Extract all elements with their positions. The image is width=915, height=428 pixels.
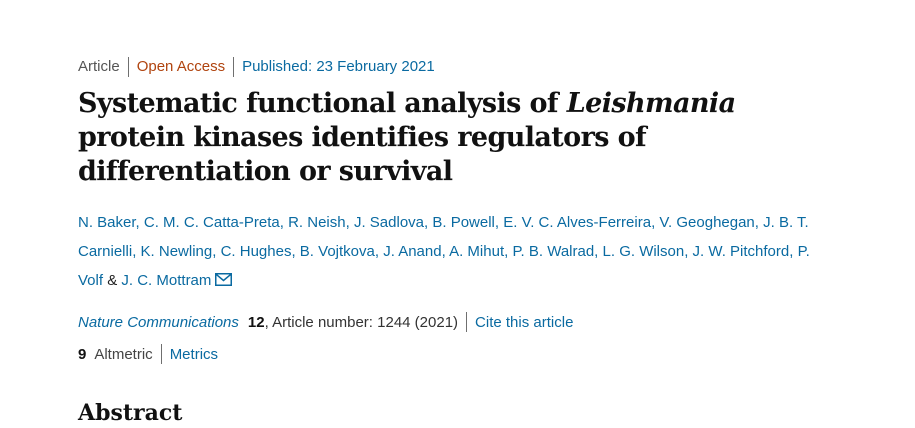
author-separator: , — [651, 214, 660, 231]
author-link[interactable]: R. Neish — [288, 214, 346, 231]
article-header: Article Open Access Published: 23 Februa… — [78, 56, 848, 365]
author-separator: , — [135, 214, 144, 231]
author-separator: , — [789, 243, 798, 260]
title-part1: Systematic functional analysis of — [78, 88, 567, 119]
author-link[interactable]: B. Powell — [432, 214, 495, 231]
article-meta: Article Open Access Published: 23 Februa… — [78, 56, 848, 78]
title-italic: Leishmania — [566, 88, 736, 119]
citation-row: Nature Communications 12 , Article numbe… — [78, 311, 848, 333]
author-link[interactable]: N. Baker — [78, 214, 136, 231]
author-separator: , — [754, 214, 764, 231]
author-separator: , — [504, 243, 513, 260]
author-link[interactable]: V. Geoghegan — [659, 214, 755, 231]
article-number: , Article number: 1244 (2021) — [264, 313, 459, 331]
published-info: Published: 23 February 2021 — [242, 56, 435, 78]
published-label: Published: — [242, 58, 313, 75]
title-part2: protein kinases identifies regulators of… — [78, 122, 647, 187]
author-link[interactable]: E. V. C. Alves-Ferreira — [503, 214, 652, 231]
article-title: Systematic functional analysis of Leishm… — [78, 87, 798, 189]
published-date: 23 February 2021 — [316, 58, 435, 75]
divider — [466, 312, 468, 332]
cite-this-article-link[interactable]: Cite this article — [475, 313, 574, 331]
author-link[interactable]: J. W. Pitchford — [692, 243, 790, 260]
author-link[interactable]: P. B. Walrad — [512, 243, 595, 260]
author-separator: , — [212, 243, 221, 260]
author-link[interactable]: J. C. Mottram — [121, 272, 212, 289]
author-link[interactable]: A. Mihut — [449, 243, 505, 260]
author-link[interactable]: J. Anand — [383, 243, 442, 260]
author-separator: , — [132, 243, 141, 260]
author-separator: , — [441, 243, 450, 260]
altmetric-count: 9 — [78, 345, 87, 363]
open-access-label: Open Access — [136, 58, 226, 75]
author-separator: , — [424, 214, 433, 231]
author-separator: , — [594, 243, 603, 260]
author-separator: , — [494, 214, 504, 231]
author-ampersand: & — [107, 272, 118, 289]
author-link[interactable]: K. Newling — [140, 243, 213, 260]
author-list: N. Baker, C. M. C. Catta-Preta, R. Neish… — [78, 208, 838, 296]
volume-number: 12 — [247, 313, 265, 331]
divider — [160, 344, 162, 364]
author-separator: , — [374, 243, 384, 260]
author-separator: , — [291, 243, 300, 260]
journal-name[interactable]: Nature Communications — [78, 313, 239, 331]
author-separator: , — [279, 214, 289, 231]
author-separator: , — [345, 214, 354, 231]
author-link[interactable]: B. Vojtkova — [299, 243, 375, 260]
author-separator: , — [684, 243, 693, 260]
metrics-row: 9 Altmetric Metrics — [78, 343, 848, 365]
abstract-heading: Abstract — [78, 400, 183, 426]
metrics-link[interactable]: Metrics — [169, 345, 219, 363]
divider — [127, 57, 129, 77]
author-link[interactable]: C. M. C. Catta-Preta — [143, 214, 280, 231]
author-link[interactable]: C. Hughes — [220, 243, 292, 260]
divider — [233, 57, 235, 77]
author-link[interactable]: J. B. T. Carnielli — [78, 214, 809, 260]
author-link[interactable]: P. Volf — [78, 243, 810, 289]
article-type: Article — [78, 58, 120, 75]
envelope-icon[interactable] — [215, 267, 233, 296]
author-link[interactable]: L. G. Wilson — [602, 243, 685, 260]
author-link[interactable]: J. Sadlova — [353, 214, 425, 231]
altmetric-label: Altmetric — [94, 345, 153, 363]
